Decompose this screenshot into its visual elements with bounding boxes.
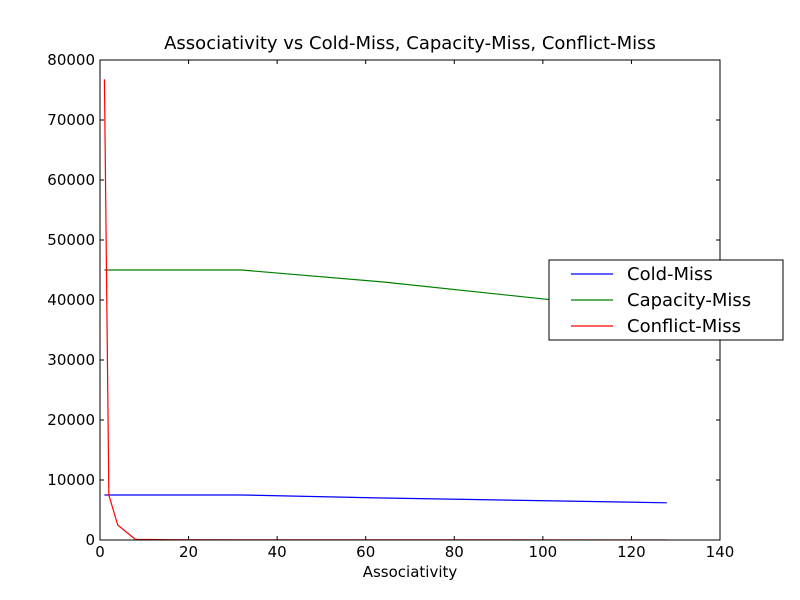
x-tick-label: 20 (179, 543, 198, 561)
chart-title: Associativity vs Cold-Miss, Capacity-Mis… (164, 33, 656, 54)
y-tick-label: 0 (85, 531, 95, 549)
x-tick-label: 120 (617, 543, 646, 561)
x-tick-label: 60 (356, 543, 375, 561)
y-tick-label: 80000 (47, 51, 95, 69)
ticks-layer: 0 20 40 60 80 100 120 140 0 10000 20000 30000 40000 5… (47, 51, 734, 561)
series-line-capacity-miss (104, 269, 667, 313)
y-tick-label: 40000 (47, 291, 95, 309)
y-tick-label: 20000 (47, 411, 95, 429)
x-axis-label: Associativity (363, 563, 458, 581)
y-tick-label: 60000 (47, 171, 95, 189)
y-tick-label: 30000 (47, 351, 95, 369)
y-tick-label: 10000 (47, 471, 95, 489)
legend-label-capacity-miss: Capacity-Miss (627, 290, 751, 311)
series-line-cold-miss (104, 494, 667, 504)
x-tick-label: 0 (95, 543, 105, 561)
y-tick-label: 70000 (47, 111, 95, 129)
legend-entries: Cold-Miss Capacity-Miss Conflict-Miss (571, 264, 751, 337)
legend-label-conflict-miss: Conflict-Miss (627, 316, 741, 337)
x-tick-label: 140 (706, 543, 735, 561)
x-tick-label: 40 (268, 543, 287, 561)
x-tick-label: 80 (445, 543, 464, 561)
legend-label-cold-miss: Cold-Miss (627, 264, 713, 285)
y-tick-label: 50000 (47, 231, 95, 249)
x-tick-label: 100 (529, 543, 558, 561)
legend: Cold-Miss Capacity-Miss Conflict-Miss (548, 259, 784, 341)
